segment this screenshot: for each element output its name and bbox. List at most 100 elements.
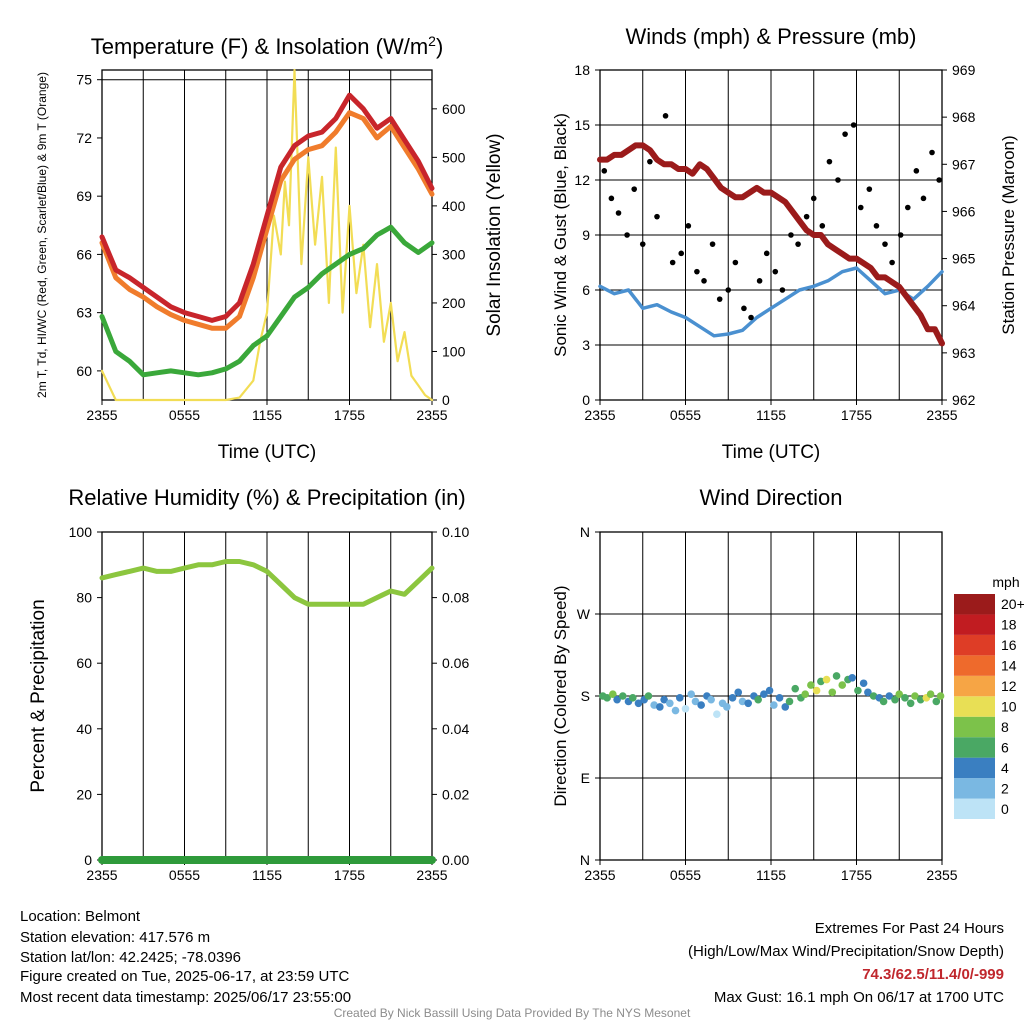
direction-point (650, 701, 658, 709)
y-tick-label-right: 0.02 (442, 786, 469, 802)
colorbar-swatch (954, 737, 995, 758)
y-tick-label: 60 (76, 655, 92, 671)
colorbar-swatch (954, 634, 995, 656)
gust-point (936, 177, 942, 183)
gust-point (601, 168, 608, 174)
gust-point (788, 232, 794, 238)
gust-point (795, 241, 801, 247)
direction-point (822, 675, 831, 684)
y-tick-label: 69 (76, 188, 92, 204)
gust-point (669, 259, 676, 266)
gust-point (810, 195, 817, 202)
gust-point (819, 223, 826, 229)
y-tick-label-right: 963 (952, 345, 976, 361)
y-tick-label: 72 (76, 130, 92, 146)
y-tick-label: 80 (76, 590, 92, 606)
x-tick-label: 1755 (841, 867, 872, 883)
colorbar-swatch (954, 614, 995, 635)
gust-point (694, 268, 700, 275)
series-line-wind (598, 266, 944, 338)
gust-point (647, 158, 653, 165)
gust-point (835, 177, 841, 183)
y-tick-label: 100 (69, 524, 93, 540)
direction-point (609, 690, 617, 698)
colorbar-label: 16 (1001, 637, 1017, 653)
direction-point (916, 695, 925, 704)
gust-point (615, 210, 622, 216)
y-tick-label-right: 100 (442, 343, 466, 359)
direction-point (744, 699, 752, 708)
y-tick-label-right: 965 (952, 251, 976, 267)
y-tick-label: 75 (76, 72, 92, 88)
x-tick-label: 1155 (252, 407, 282, 423)
direction-point (879, 697, 888, 706)
x-tick-label: 2355 (416, 867, 447, 883)
colorbar-label: 20+ (1001, 596, 1024, 612)
y-axis-label-right: Solar Insolation (Yellow) (484, 133, 505, 336)
footer-elevation: Station elevation: 417.576 m (20, 929, 211, 946)
x-tick-label: 2355 (584, 407, 615, 423)
y-tick-label: N (580, 524, 590, 540)
direction-point (734, 688, 743, 697)
y-tick-label-right: 0.06 (442, 655, 469, 671)
y-tick-label-right: 400 (442, 198, 466, 214)
x-tick-label: 0555 (169, 867, 200, 883)
x-tick-label: 1755 (841, 407, 872, 423)
direction-point (901, 694, 909, 702)
direction-point (775, 694, 784, 702)
direction-point (754, 695, 762, 704)
y-tick-label-right: 964 (952, 298, 976, 314)
direction-point (723, 703, 731, 711)
colorbar-swatch (954, 594, 995, 615)
x-tick-label: 1755 (334, 867, 365, 883)
y-tick-label: 9 (582, 227, 590, 243)
direction-point (728, 694, 737, 702)
direction-point (864, 688, 872, 697)
x-tick-label: 0555 (670, 867, 701, 883)
direction-point (807, 681, 815, 689)
direction-point (926, 690, 935, 698)
gust-point (866, 186, 873, 192)
x-tick-label: 2355 (926, 407, 957, 423)
direction-point (801, 690, 809, 698)
gust-point (889, 259, 895, 266)
gust-point (654, 213, 660, 220)
gust-point (662, 113, 669, 119)
direction-point (817, 677, 825, 686)
direction-point (891, 695, 899, 704)
x-tick-label: 1155 (756, 867, 786, 883)
y-tick-label-right: 0.10 (442, 524, 469, 540)
direction-point (838, 681, 847, 689)
chart-title: Relative Humidity (%) & Precipitation (i… (68, 485, 465, 510)
direction-point (697, 701, 705, 709)
y-tick-label-right: 0.08 (442, 590, 469, 606)
extremes-subtitle: (High/Low/Max Wind/Precipitation/Snow De… (688, 943, 1004, 960)
footer-created: Figure created on Tue, 2025-06-17, at 23… (20, 968, 350, 985)
chart-title: Wind Direction (699, 485, 842, 510)
y-axis-label: 2m T, Td, HI/WC (Red, Green, Scarlet/Blu… (35, 72, 49, 398)
series-line-9m_temp (99, 110, 435, 331)
direction-point (911, 692, 919, 700)
direction-point (854, 686, 862, 695)
colorbar-label: 10 (1001, 699, 1017, 715)
y-axis-label: Percent & Precipitation (28, 599, 49, 792)
y-tick-label: 40 (76, 721, 92, 737)
direction-point (770, 701, 778, 709)
y-tick-label-right: 500 (442, 149, 466, 165)
gust-point (748, 314, 754, 321)
gust-point (929, 149, 935, 156)
direction-point (656, 703, 664, 711)
direction-point (628, 694, 637, 702)
direction-point (885, 692, 894, 700)
gust-point (631, 186, 637, 192)
colorbar-swatch (954, 675, 995, 697)
direction-point (936, 692, 945, 700)
direction-point (895, 690, 904, 698)
gust-point (709, 241, 716, 247)
x-tick-label: 2355 (926, 867, 957, 883)
y-tick-label-right: 0.00 (442, 852, 469, 868)
series-line-2m_temp (99, 92, 435, 323)
colorbar-label: 4 (1001, 760, 1009, 776)
y-tick-label-right: 962 (952, 392, 976, 408)
gust-point (716, 296, 723, 302)
